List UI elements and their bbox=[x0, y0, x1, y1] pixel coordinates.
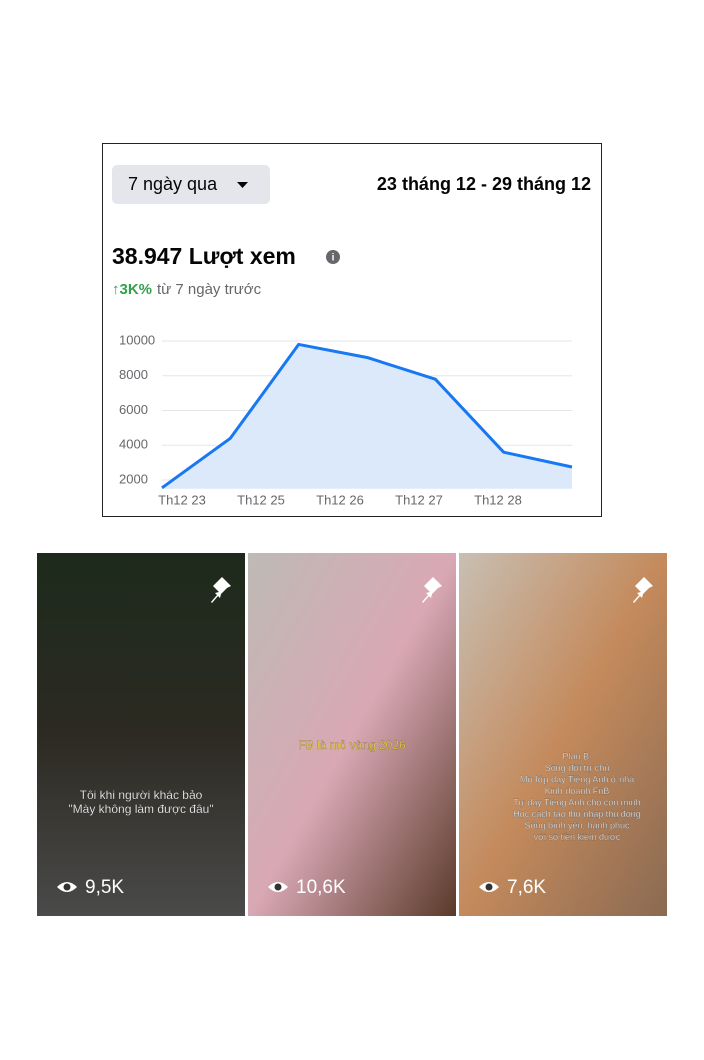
chart: 2000 4000 6000 8000 10000 Th12 23 Th12 25 Th12 … bbox=[119, 332, 573, 507]
change-note: từ 7 ngày trước bbox=[157, 281, 262, 298]
pin-icon bbox=[211, 577, 231, 603]
info-i: i bbox=[332, 253, 335, 264]
post-caption: Sống đời tự chủ bbox=[545, 763, 609, 773]
x-tick-label: Th12 27 bbox=[395, 492, 443, 507]
area bbox=[162, 344, 572, 489]
post-caption: Sống bình yên, hạnh phúc bbox=[524, 820, 630, 830]
view-count: 10,6K bbox=[296, 877, 346, 898]
post-caption: Kinh doanh FnB bbox=[545, 786, 610, 796]
post-caption: Học cách tạo thu nhập thụ động bbox=[513, 809, 641, 819]
posts: Tôi khi người khác bảo"Mày không làm đượ… bbox=[37, 553, 667, 916]
post-caption: với số tiền kiếm được bbox=[534, 832, 621, 842]
post-caption: FB là mỏ vàng 2026 bbox=[298, 738, 406, 752]
range-label[interactable]: 7 ngày qua bbox=[128, 174, 218, 194]
x-tick-label: Th12 28 bbox=[474, 492, 522, 507]
y-tick-label: 2000 bbox=[119, 471, 148, 486]
eye-pupil bbox=[274, 883, 282, 891]
eye-pupil bbox=[485, 883, 493, 891]
x-tick-label: Th12 25 bbox=[237, 492, 285, 507]
view-count: 7,6K bbox=[507, 877, 546, 898]
post-thumbnail[interactable] bbox=[37, 553, 245, 916]
total-views: 38.947 Lượt xem bbox=[112, 243, 296, 269]
x-tick-label: Th12 26 bbox=[316, 492, 364, 507]
y-tick-label: 10000 bbox=[119, 332, 155, 347]
y-tick-label: 8000 bbox=[119, 367, 148, 382]
view-count: 9,5K bbox=[85, 877, 124, 898]
change: ↑3K% bbox=[112, 281, 152, 298]
post-caption: "Mày không làm được đâu" bbox=[68, 802, 213, 816]
pin-icon bbox=[633, 577, 653, 603]
post-thumbnail[interactable] bbox=[248, 553, 456, 916]
info-icon[interactable] bbox=[326, 250, 340, 264]
date-range: 23 tháng 12 - 29 tháng 12 bbox=[377, 174, 591, 194]
eye-pupil bbox=[63, 883, 71, 891]
post-caption: Tự dạy Tiếng Anh cho con mình bbox=[513, 797, 641, 807]
y-tick-label: 4000 bbox=[119, 437, 148, 452]
post-caption: Tôi khi người khác bảo bbox=[80, 788, 203, 802]
change-line: ↑3K% từ 7 ngày trước bbox=[112, 281, 262, 298]
x-tick-label: Th12 23 bbox=[158, 492, 206, 507]
post-caption: Plan B: bbox=[562, 751, 591, 761]
dropdown-arrow bbox=[237, 182, 248, 188]
pin-icon bbox=[422, 577, 442, 603]
line bbox=[161, 342, 573, 490]
y-tick-label: 6000 bbox=[119, 402, 148, 417]
post-thumbnail[interactable] bbox=[459, 553, 667, 916]
post-caption: Mở lớp dạy Tiếng Anh ở nhà bbox=[520, 774, 634, 784]
range-button[interactable] bbox=[112, 165, 270, 204]
